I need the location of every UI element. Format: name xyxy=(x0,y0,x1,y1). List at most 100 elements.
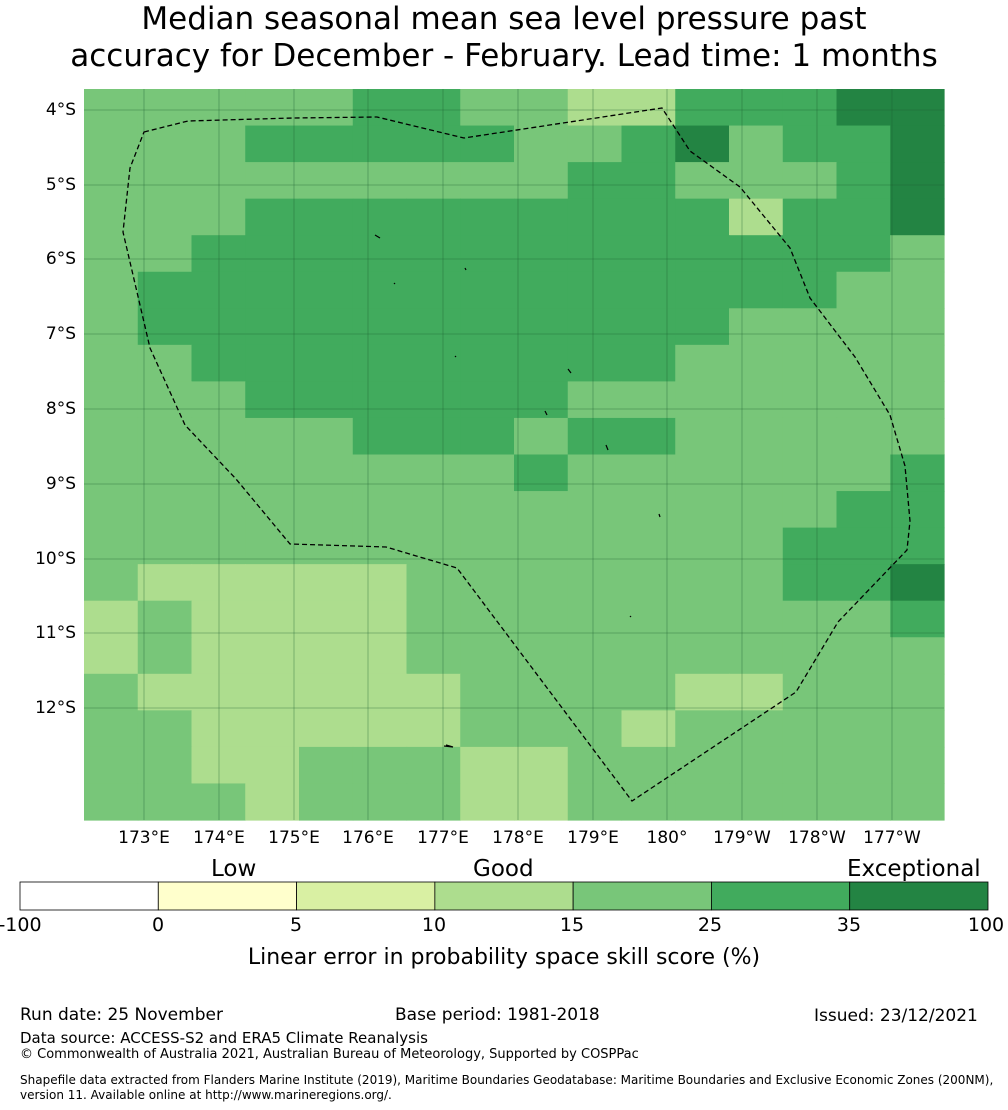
grid-cell xyxy=(245,746,300,785)
lon-label: 179°E xyxy=(567,828,619,848)
grid-cell xyxy=(245,89,300,127)
grid-cell xyxy=(890,198,945,236)
lat-label: 10°S xyxy=(35,549,76,569)
grid-cell xyxy=(782,125,838,163)
grid-cell xyxy=(191,783,246,821)
grid-cell xyxy=(567,235,623,273)
grid-cell xyxy=(836,162,891,200)
grid-cell xyxy=(729,308,784,346)
grid-cell xyxy=(245,381,300,419)
grid-cell xyxy=(621,454,676,492)
grid-cell xyxy=(890,783,945,821)
grid-cell xyxy=(245,271,300,309)
grid-cell xyxy=(299,454,354,492)
grid-cell xyxy=(84,637,139,675)
grid-cell xyxy=(567,417,623,456)
grid-cell xyxy=(406,746,461,785)
lat-label: 8°S xyxy=(45,399,76,419)
lon-label: 180° xyxy=(646,828,688,848)
island xyxy=(658,513,661,518)
grid-cell xyxy=(890,600,945,638)
grid-cell xyxy=(191,417,246,456)
grid-cell xyxy=(460,746,515,785)
grid-cell xyxy=(352,344,408,382)
grid-cell xyxy=(675,710,730,748)
grid-cell xyxy=(352,783,408,821)
grid-cell xyxy=(675,454,730,492)
grid-cell xyxy=(729,600,784,638)
grid-cell xyxy=(84,710,139,748)
grid-cell xyxy=(460,89,515,127)
grid-cell xyxy=(836,271,891,309)
grid-cell xyxy=(191,673,246,711)
grid-cell xyxy=(460,564,515,602)
colorbar xyxy=(19,881,989,911)
island xyxy=(629,615,632,618)
grid-cell xyxy=(836,710,891,748)
grid-cell xyxy=(890,271,945,309)
grid-cell xyxy=(567,271,623,309)
grid-cell xyxy=(514,783,569,821)
grid-cell xyxy=(406,235,461,273)
grid-cell xyxy=(137,454,193,492)
grid-cell xyxy=(245,454,300,492)
grid-cell xyxy=(245,527,300,565)
grid-cell xyxy=(352,381,408,419)
colorbar-tick: 100 xyxy=(967,914,1005,936)
grid-cell xyxy=(675,162,730,200)
grid-cell xyxy=(836,308,891,346)
grid-cell xyxy=(191,746,246,785)
grid-cell xyxy=(245,198,300,236)
grid-cell xyxy=(191,308,246,346)
grid-cell xyxy=(352,637,408,675)
grid-cell xyxy=(245,637,300,675)
grid-cell xyxy=(567,344,623,382)
grid-cell xyxy=(890,710,945,748)
grid-cell xyxy=(729,527,784,565)
grid-cell xyxy=(84,564,139,602)
grid-cell xyxy=(137,417,193,456)
grid-cell xyxy=(460,235,515,273)
grid-cell xyxy=(84,308,139,346)
grid-cell xyxy=(137,564,193,602)
grid-cell xyxy=(782,710,838,748)
grid-cell xyxy=(567,308,623,346)
grid-cell xyxy=(836,527,891,565)
grid-cell xyxy=(675,344,730,382)
grid-cell xyxy=(84,527,139,565)
grid-cell xyxy=(836,564,891,602)
grid-cell xyxy=(84,673,139,711)
grid-cell xyxy=(890,308,945,346)
grid-cell xyxy=(514,381,569,419)
grid-cell xyxy=(836,600,891,638)
grid-cell xyxy=(621,783,676,821)
grid-cell xyxy=(84,417,139,456)
grid-cell xyxy=(406,637,461,675)
grid-cell xyxy=(836,344,891,382)
grid-cell xyxy=(890,125,945,163)
grid-cell xyxy=(729,454,784,492)
colorbar-segment xyxy=(711,881,851,911)
grid-cell xyxy=(836,746,891,785)
grid-cell xyxy=(782,454,838,492)
grid-cell xyxy=(675,198,730,236)
shapefile-credit-line-1: Shapefile data extracted from Flanders M… xyxy=(20,1073,994,1087)
grid-cell xyxy=(621,746,676,785)
grid-cell xyxy=(782,600,838,638)
grid-cell xyxy=(621,89,676,127)
grid-cell xyxy=(406,673,461,711)
lon-label: 174°E xyxy=(193,828,245,848)
grid-cell xyxy=(299,417,354,456)
grid-cell xyxy=(675,746,730,785)
grid-cell xyxy=(782,271,838,309)
grid-cell xyxy=(406,527,461,565)
grid-cell xyxy=(406,454,461,492)
island xyxy=(605,444,609,451)
grid-cell xyxy=(299,637,354,675)
grid-cell xyxy=(352,235,408,273)
grid-cell xyxy=(675,308,730,346)
data-source: Data source: ACCESS-S2 and ERA5 Climate … xyxy=(20,1029,428,1047)
grid-cell xyxy=(245,783,300,821)
grid-cell xyxy=(84,235,139,273)
lat-label: 6°S xyxy=(45,249,76,269)
